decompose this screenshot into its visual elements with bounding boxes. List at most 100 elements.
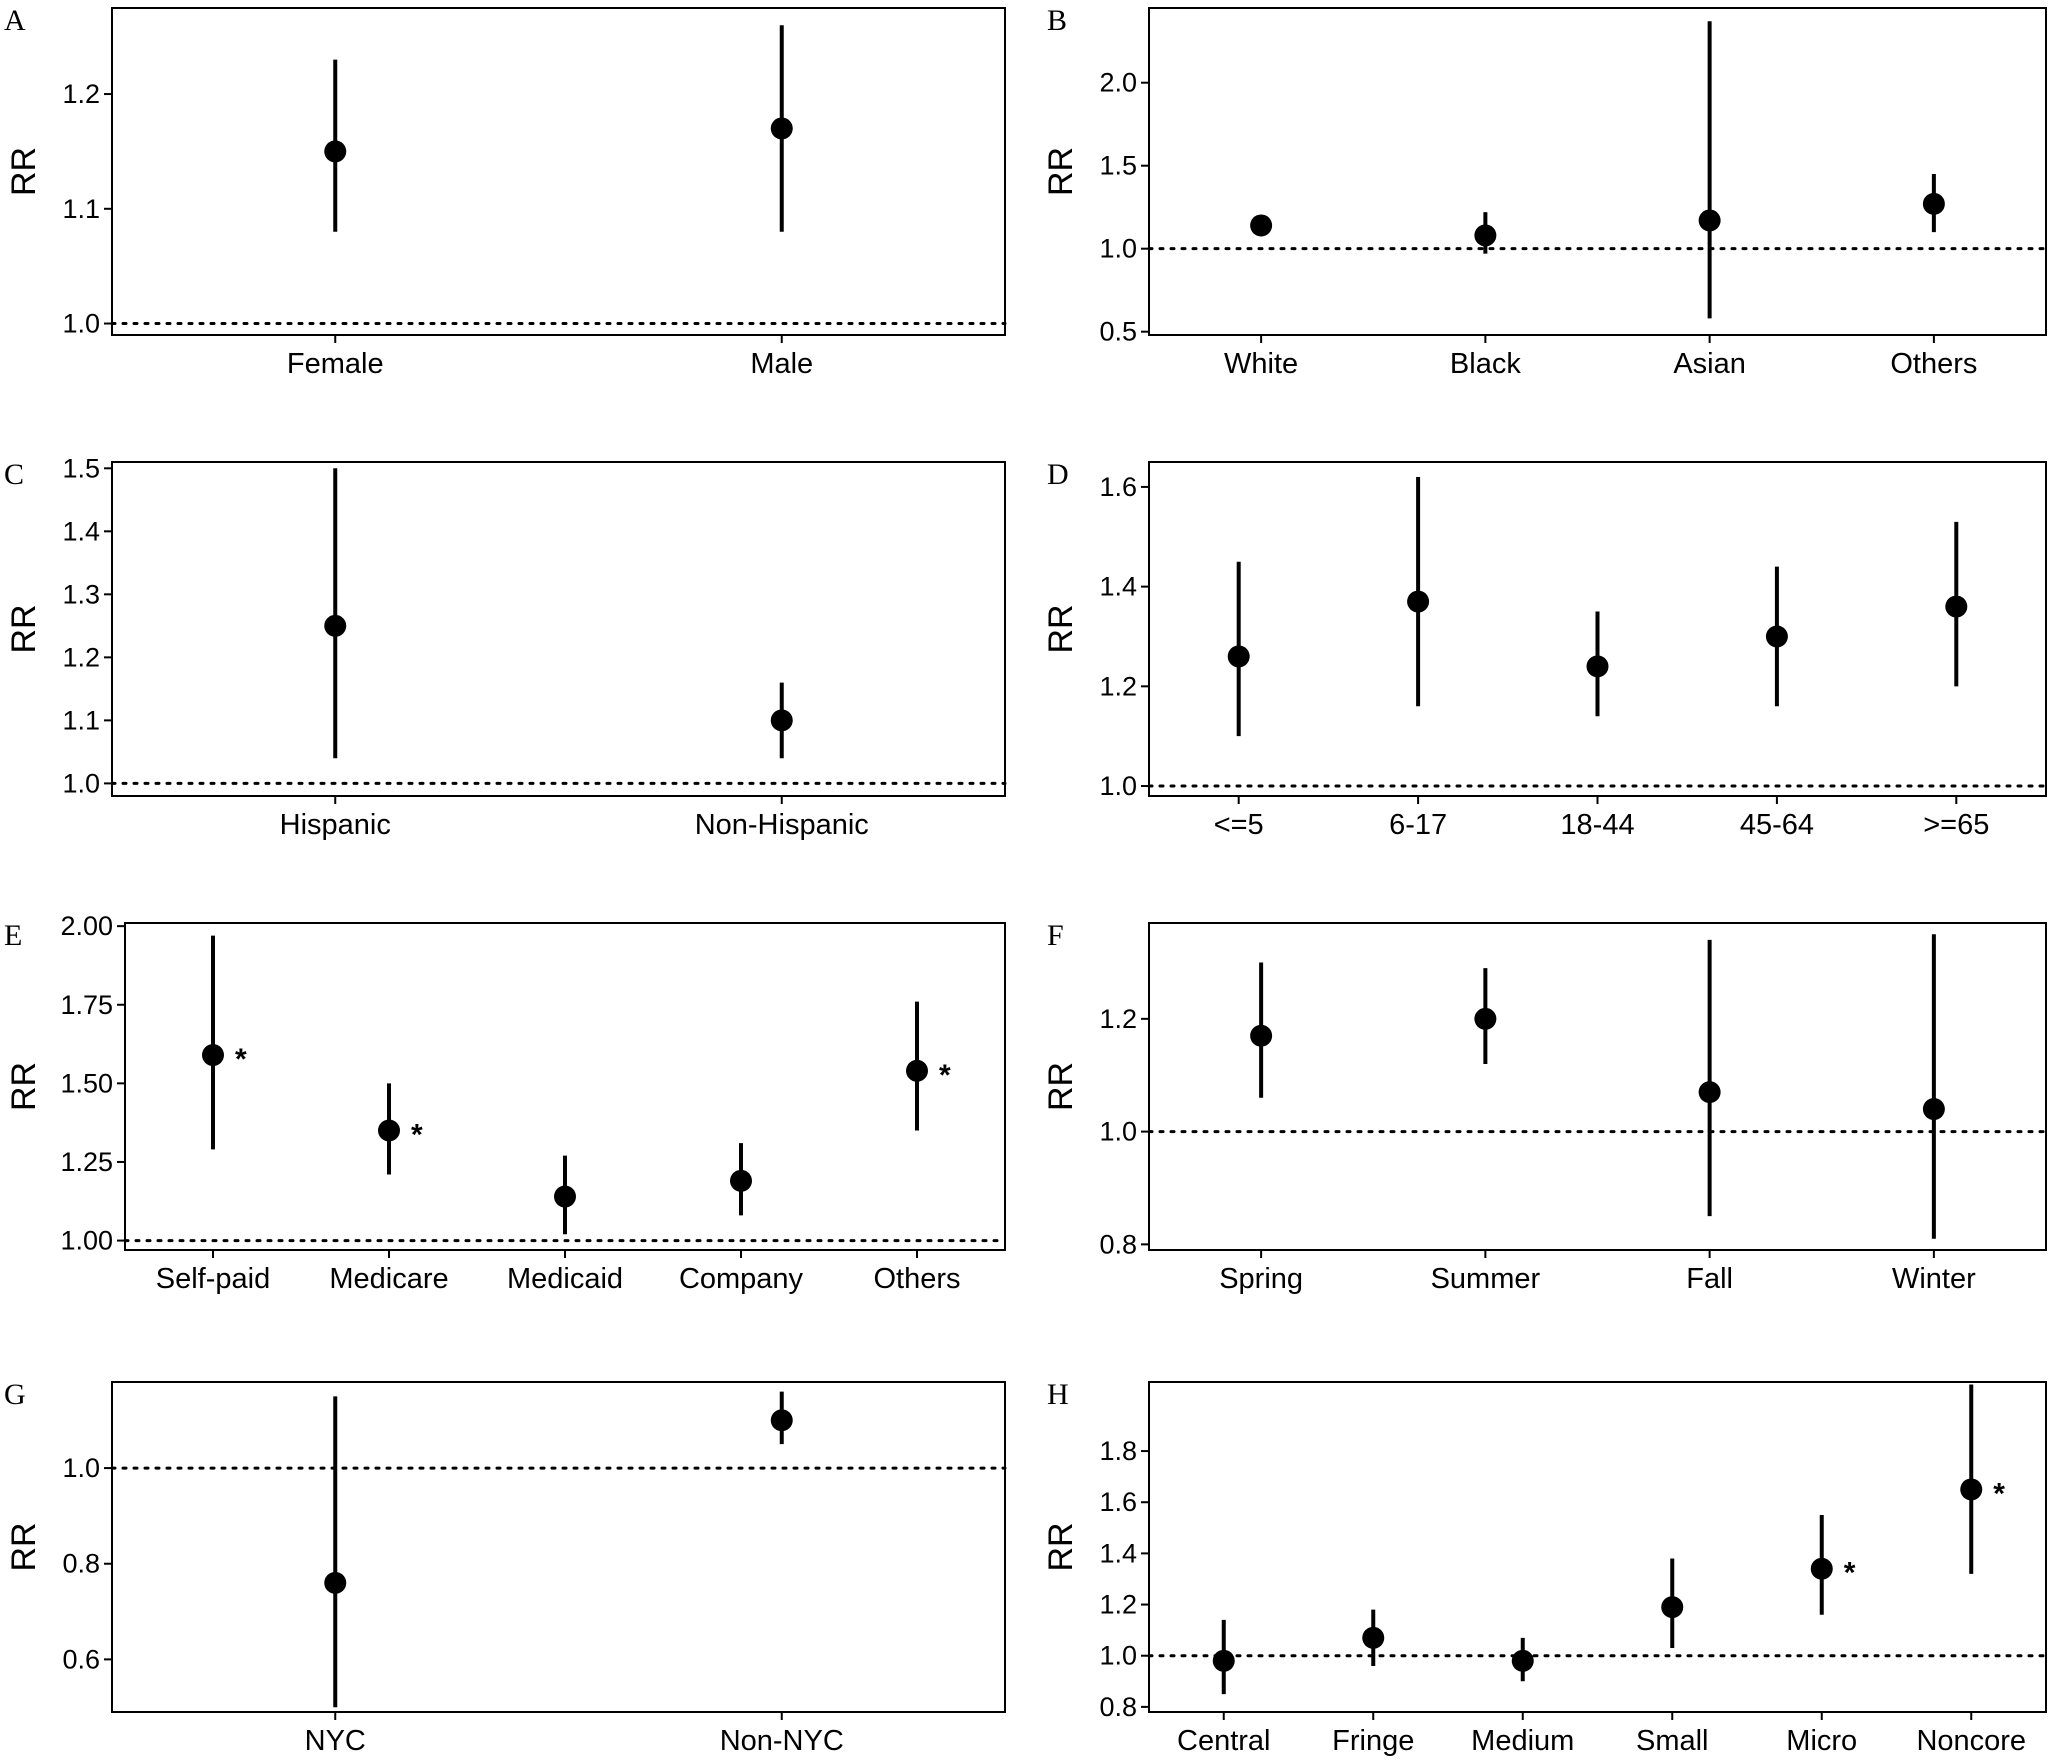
panel-e: E RR 1.00 1.25 1.50 1.75 2.00 Self-paid Medicare… — [4, 911, 1007, 1295]
estimate-point — [1810, 1557, 1833, 1580]
estimate-point — [1661, 1596, 1684, 1619]
plot-frame — [111, 7, 1006, 336]
panel-letter: B — [1047, 4, 1067, 37]
x-category-label: Fall — [1686, 1263, 1733, 1295]
panel-f: F RR 0.8 1.0 1.2 Spring Summer Fall Winter — [1042, 919, 2048, 1295]
estimate-point — [1698, 1081, 1721, 1104]
estimate-point — [1474, 224, 1497, 247]
y-tick-label: 0.5 — [1099, 317, 1137, 347]
x-category-label: Medicaid — [507, 1263, 623, 1295]
plot-frame — [1148, 922, 2047, 1251]
estimate-point — [770, 709, 793, 732]
estimate-point — [202, 1044, 224, 1067]
estimate-point — [1250, 1024, 1273, 1047]
x-category-label: Non-Hispanic — [695, 809, 869, 841]
x-category-label: Fringe — [1332, 1725, 1414, 1757]
y-tick-label: 1.50 — [60, 1068, 113, 1098]
y-axis-label: RR — [5, 1522, 43, 1571]
y-tick-label: 0.8 — [62, 1549, 100, 1579]
estimate-point — [1960, 1478, 1983, 1501]
significance-star: * — [411, 1119, 423, 1152]
x-category-label: NYC — [305, 1725, 366, 1757]
x-category-label: Medium — [1471, 1725, 1574, 1757]
panel-letter: G — [4, 1378, 26, 1411]
x-category-label: Others — [873, 1263, 960, 1295]
plot-frame — [1148, 7, 2047, 336]
y-tick-label: 1.2 — [62, 642, 100, 672]
estimate-point — [1362, 1626, 1385, 1649]
panel-letter: H — [1047, 1378, 1069, 1411]
y-tick-label: 0.8 — [1099, 1692, 1137, 1722]
y-axis-label: RR — [5, 147, 43, 196]
x-category-label: 45-64 — [1740, 809, 1814, 841]
y-tick-label: 1.0 — [1099, 1641, 1137, 1671]
x-category-label: Asian — [1673, 348, 1746, 380]
y-tick-label: 1.3 — [62, 579, 100, 609]
panel-b: B RR 0.5 1.0 1.5 2.0 White Black Asian Others — [1042, 4, 2048, 380]
x-category-label: Small — [1636, 1725, 1709, 1757]
x-category-label: Noncore — [1916, 1725, 2026, 1757]
x-category-label: Non-NYC — [720, 1725, 844, 1757]
panel-letter: E — [4, 919, 22, 952]
x-category-label: Self-paid — [156, 1263, 270, 1295]
y-tick-label: 2.00 — [60, 911, 113, 941]
y-tick-label: 1.4 — [62, 516, 100, 546]
x-category-label: Black — [1450, 348, 1521, 380]
panel-h: H RR 0.8 1.0 1.2 1.4 1.6 1.8 Central Fringe Medium… — [1042, 1378, 2048, 1757]
estimate-point — [1407, 590, 1430, 613]
x-category-label: 18-44 — [1560, 809, 1634, 841]
significance-star: * — [1993, 1477, 2005, 1510]
x-category-label: Female — [287, 348, 384, 380]
y-tick-label: 1.1 — [62, 194, 100, 224]
y-tick-label: 1.4 — [1099, 572, 1137, 602]
x-category-label: Spring — [1219, 1263, 1303, 1295]
estimate-point — [770, 1409, 793, 1432]
panel-letter: F — [1047, 919, 1064, 952]
x-category-label: <=5 — [1214, 809, 1264, 841]
y-tick-label: 1.0 — [62, 768, 100, 798]
estimate-point — [1212, 1649, 1235, 1672]
estimate-point — [378, 1119, 400, 1142]
x-category-label: Company — [679, 1263, 804, 1295]
y-tick-label: 1.00 — [60, 1226, 113, 1256]
estimate-point — [906, 1059, 928, 1082]
estimate-point — [1474, 1007, 1497, 1030]
y-tick-label: 1.1 — [62, 705, 100, 735]
y-tick-label: 0.6 — [62, 1644, 100, 1674]
estimate-point — [324, 614, 347, 637]
estimate-point — [324, 1571, 347, 1594]
y-axis-label: RR — [1042, 1062, 1080, 1111]
y-tick-label: 1.0 — [62, 309, 100, 339]
y-tick-label: 1.6 — [1099, 472, 1137, 502]
significance-star: * — [235, 1043, 247, 1076]
y-tick-label: 1.8 — [1099, 1436, 1137, 1466]
y-tick-label: 1.75 — [60, 990, 113, 1020]
plot-frame — [111, 1381, 1006, 1713]
y-tick-label: 1.6 — [1099, 1487, 1137, 1517]
y-axis-label: RR — [5, 604, 43, 653]
x-category-label: White — [1224, 348, 1298, 380]
significance-star: * — [1844, 1557, 1856, 1590]
x-category-label: Central — [1177, 1725, 1271, 1757]
y-axis-label: RR — [1042, 147, 1080, 196]
y-tick-label: 1.0 — [1099, 234, 1137, 264]
panel-letter: C — [4, 458, 24, 491]
x-category-label: Summer — [1431, 1263, 1541, 1295]
estimate-point — [1765, 625, 1788, 648]
y-tick-label: 1.4 — [1099, 1538, 1137, 1568]
estimate-point — [770, 117, 793, 140]
panel-d: D RR 1.0 1.2 1.4 1.6 <=5 6-17 18-44 45-64 >=65 — [1042, 458, 2048, 841]
y-tick-label: 1.2 — [62, 79, 100, 109]
panel-g: G RR 0.6 0.8 1.0 NYC Non-NYC — [4, 1378, 1007, 1757]
estimate-point — [1511, 1649, 1534, 1672]
x-category-label: Male — [750, 348, 813, 380]
x-category-label: Hispanic — [280, 809, 391, 841]
plot-frame — [111, 461, 1006, 797]
estimate-point — [730, 1169, 752, 1192]
y-tick-label: 1.0 — [1099, 771, 1137, 801]
estimate-point — [1586, 655, 1609, 678]
x-category-label: Micro — [1786, 1725, 1857, 1757]
y-tick-label: 1.2 — [1099, 1590, 1137, 1620]
estimate-point — [1698, 209, 1721, 232]
